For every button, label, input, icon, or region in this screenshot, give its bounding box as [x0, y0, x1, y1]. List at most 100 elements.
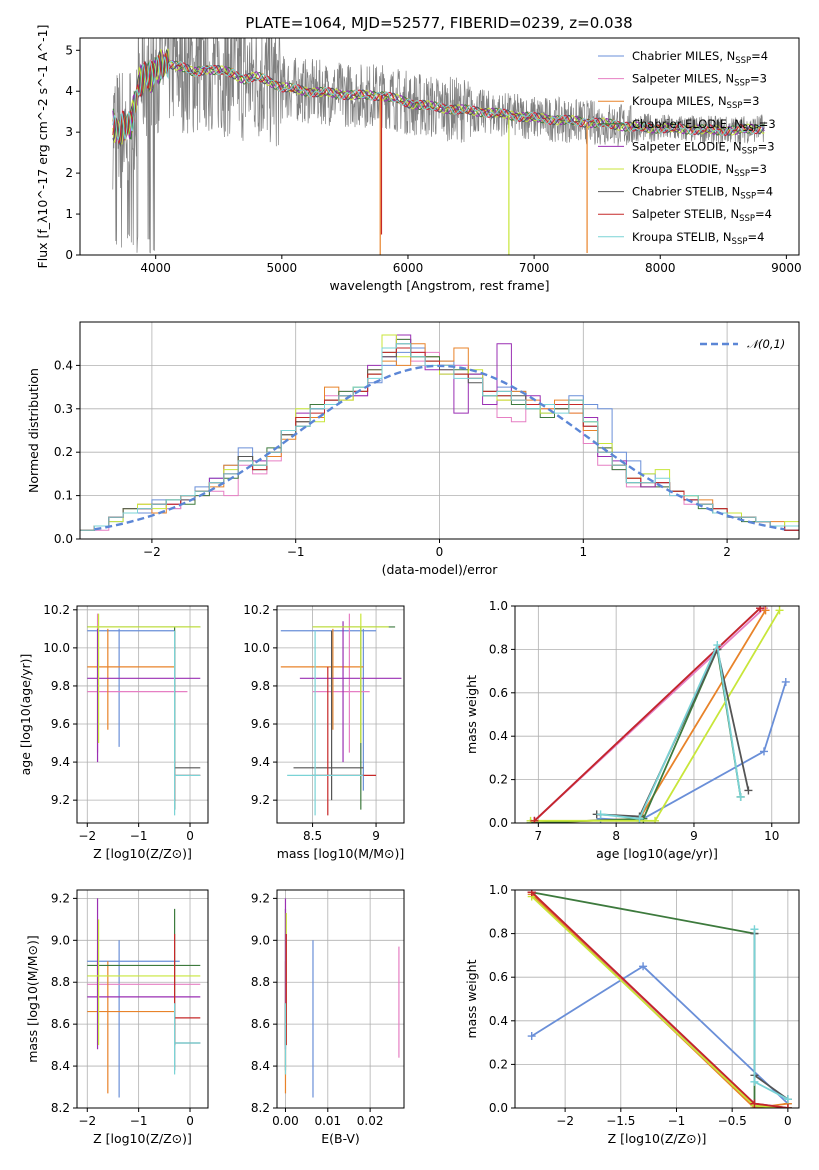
x-tick-label: −1: [130, 1114, 148, 1128]
y-tick-label: 9.2: [251, 891, 270, 905]
errorbar-chabrier-stelib: [293, 630, 364, 801]
errorbar-salpeter-stelib: [174, 934, 201, 1046]
x-tick-label: −2: [78, 829, 96, 843]
legend-entry-text: Kroupa ELODIE, N: [632, 162, 734, 176]
legend-entry-subscript: SSP: [734, 169, 750, 179]
y-tick-label: 0.3: [54, 402, 73, 416]
axes-frame: 0.00 0.01 0.02 8.2 8.4 8.6 8.8 9.0 9.2 E(B-V): [251, 889, 405, 1146]
legend-entry-count: =3: [758, 139, 775, 153]
legend-entry-count: =3: [742, 94, 759, 108]
weight-series-salpeter-stelib: [530, 606, 765, 823]
weight-series-salpeter-miles: [527, 890, 792, 1108]
axes-weight-vs-z: −2 −1.5 −1 −0.5 0 0.0 0.2 0.4 0.6 0.8 1.0 Z [log10(…: [464, 883, 800, 1146]
weight-point: [744, 786, 753, 795]
legend-entry: Kroupa STELIB, NSSP=4: [632, 230, 764, 247]
errorbar-kroupa-elodie: [312, 613, 389, 744]
plot-layer: 4000 5000 6000 7000 8000 9000012345wavelength…: [18, 25, 802, 1146]
plot-area: [527, 890, 792, 1108]
model-curve-salpeter-stelib: [112, 52, 765, 145]
legend-entry-text: Salpeter ELODIE, N: [632, 139, 742, 153]
x-axis-label: age [log10(age/yr)]: [596, 846, 718, 861]
legend-entry-text: Salpeter STELIB, N: [632, 207, 739, 221]
errorbar-salpeter-elodie: [299, 621, 402, 763]
legend-entry-text: Kroupa MILES, N: [632, 94, 727, 108]
y-tick-label: 9.0: [251, 933, 270, 947]
y-tick-label: 0.2: [489, 773, 508, 787]
legend-entry-subscript: SSP: [735, 56, 751, 66]
axes-frame: 4000 5000 6000 7000 8000 9000 0 1 2 3 4 5 wavelength…: [35, 25, 802, 293]
weight-line: [531, 891, 789, 1108]
legend-entry-subscript: SSP: [742, 146, 758, 156]
x-axis-label: Z [log10(Z/Z⊙)]: [608, 1131, 707, 1146]
grid-lines: [277, 606, 404, 823]
legend-entry: Salpeter STELIB, NSSP=4: [632, 207, 772, 224]
y-tick-label: 8.6: [51, 1017, 70, 1031]
x-tick-label: 8: [612, 829, 620, 843]
legend-entry-count: =3: [759, 117, 776, 131]
axes-frame: −2 −1 0 1 2 0.0 0.1 0.2 0.3 0.4 (data-model)/error…: [26, 321, 800, 577]
weight-point: [750, 1077, 759, 1086]
y-tick-label: 9.4: [51, 755, 70, 769]
y-tick-label: 9.2: [51, 793, 70, 807]
histogram-kroupa-stelib: [80, 343, 799, 539]
y-tick-label: 2: [65, 166, 73, 180]
weight-series-kroupa-miles: [527, 890, 792, 1108]
grid-lines: [277, 890, 404, 1109]
model-curve-kroupa-stelib: [112, 55, 765, 142]
y-tick-label: 0.2: [489, 1057, 508, 1071]
x-tick-label: 7: [535, 829, 543, 843]
y-tick-label: 0.2: [54, 445, 73, 459]
axes-border: [276, 889, 405, 1109]
y-tick-label: 10.2: [243, 603, 270, 617]
legend-entry: Chabrier STELIB, NSSP=4: [632, 185, 773, 202]
weight-line: [531, 891, 789, 1108]
normal-curve: [94, 364, 785, 531]
x-tick-label: 9: [372, 829, 380, 843]
legend-entry-text: Kroupa STELIB, N: [632, 230, 732, 244]
x-tick-label: 6000: [393, 261, 424, 275]
y-tick-label: 10.0: [243, 641, 270, 655]
axes-border: [514, 605, 800, 824]
weight-point: [750, 1099, 759, 1108]
weight-point: [781, 677, 790, 686]
axes-border: [79, 37, 800, 256]
errorbar-kroupa-elodie: [87, 919, 201, 1046]
errorbar-salpeter-miles: [87, 613, 188, 753]
weight-point: [596, 810, 605, 819]
weight-line: [531, 891, 788, 1108]
x-tick-label: 10: [764, 829, 779, 843]
y-axis-label: Flux [f_λ10^-17 erg cm^-2 s^-1 A^-1]: [35, 25, 50, 269]
axes-frame: −2 −1 0 9.2 9.4 9.6 9.8 10.0 10.2 Z [log10(Z/Z⊙)]…: [18, 603, 209, 861]
weight-series-salpeter-stelib: [527, 890, 792, 1108]
axes-border: [514, 889, 800, 1109]
errorbar-kroupa-miles: [87, 628, 175, 730]
axes-frame: −2 −1 0 8.2 8.4 8.6 8.8 9.0 9.2 Z [log10(Z/Z⊙)] ma…: [25, 889, 209, 1146]
y-tick-label: 0.0: [489, 1101, 508, 1115]
axes-frame: 8.5 9 9.2 9.4 9.6 9.8 10.0 10.2 mass [log10(M/M⊙…: [243, 603, 405, 861]
y-tick-label: 0: [65, 248, 73, 262]
x-tick-label: 9000: [771, 261, 802, 275]
y-tick-label: 8.4: [51, 1059, 70, 1073]
x-axis-label: (data-model)/error: [382, 562, 499, 577]
errorbar-chabrier-stelib: [174, 630, 201, 810]
x-tick-label: 0: [186, 829, 194, 843]
y-tick-label: 0.0: [489, 816, 508, 830]
y-tick-label: 9.8: [251, 679, 270, 693]
weight-line: [534, 609, 767, 823]
axes-age-vs-z: −2 −1 0 9.2 9.4 9.6 9.8 10.0 10.2 Z [log10(Z/Z⊙)]…: [18, 603, 209, 861]
weight-line: [753, 929, 789, 1101]
x-axis-label: Z [log10(Z/Z⊙)]: [93, 846, 192, 861]
y-tick-label: 3: [65, 125, 73, 139]
y-axis-label: mass [log10(M/M⊙)]: [25, 935, 40, 1063]
legend-entry: Chabrier MILES, NSSP=4: [632, 49, 768, 66]
plot-area: [280, 613, 402, 816]
weight-point: [527, 1032, 536, 1041]
x-axis-label: Z [log10(Z/Z⊙)]: [93, 1131, 192, 1146]
x-tick-label: 0: [186, 1114, 194, 1128]
plot-area: [112, 38, 766, 255]
y-tick-label: 0.4: [54, 358, 73, 372]
legend-entry-subscript: SSP: [743, 124, 759, 134]
x-tick-label: −1: [668, 1114, 686, 1128]
y-tick-label: 8.2: [251, 1101, 270, 1115]
x-tick-label: 9: [690, 829, 698, 843]
